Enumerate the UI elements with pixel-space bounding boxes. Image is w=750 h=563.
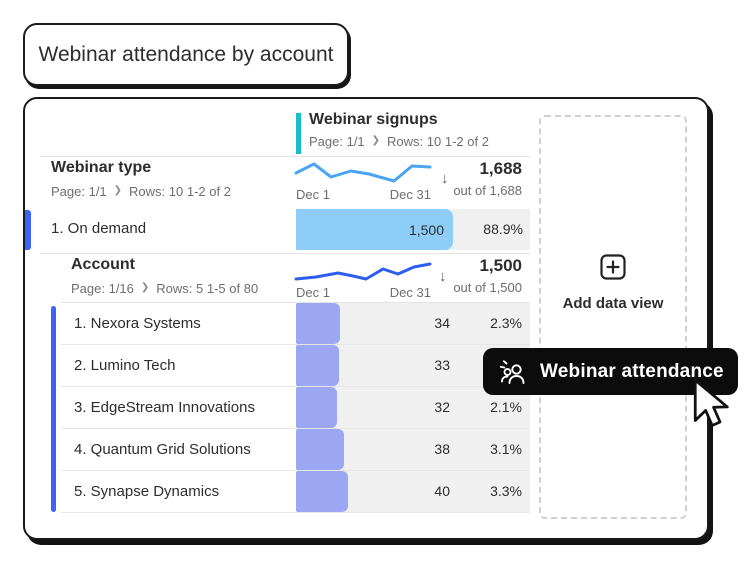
row-label[interactable]: 4. Quantum Grid Solutions [74, 441, 251, 458]
account-rows-label[interactable]: Rows: 5 1-5 of 80 [156, 281, 259, 296]
total-out-of: out of 1,688 [453, 183, 522, 198]
add-icon [600, 254, 626, 280]
account-sparkline [294, 262, 432, 281]
value-bar [296, 345, 339, 386]
cell-percent: 2.3% [490, 315, 522, 331]
row-metric-cell: 32 2.1% [296, 387, 530, 428]
sparkline-start-date: Dec 1 [296, 187, 330, 202]
metric-column-title[interactable]: Webinar signups [309, 111, 438, 128]
cell-value: 32 [434, 399, 450, 415]
value-bar [296, 387, 337, 428]
chevron-right-icon: ❯ [113, 185, 123, 196]
sparkline-start-date: Dec 1 [296, 285, 330, 300]
account-rows-accent-bar [51, 306, 56, 512]
drag-chip-label: Webinar attendance [540, 360, 724, 382]
cell-percent: 2.1% [490, 399, 522, 415]
cursor-icon [693, 378, 729, 427]
add-data-view-label: Add data view [562, 295, 664, 312]
cell-value: 40 [434, 483, 450, 499]
value-bar [296, 429, 344, 470]
sort-descending-icon[interactable]: ↓ [439, 268, 447, 285]
cell-percent: 88.9% [483, 221, 523, 237]
webinar-type-rows-label[interactable]: Rows: 10 1-2 of 2 [129, 184, 231, 199]
metric-rows-label[interactable]: Rows: 10 1-2 of 2 [387, 134, 489, 149]
value-bar: 1,500 [296, 209, 453, 250]
divider [40, 156, 530, 157]
cell-value: 1,500 [408, 221, 444, 238]
page-title-label: Webinar attendance by account [38, 42, 334, 66]
table-row-label-on-demand[interactable]: 1. On demand [51, 220, 147, 237]
webinar-type-page-label[interactable]: Page: 1/1 [51, 184, 107, 199]
table-row[interactable]: 2. Lumino Tech 33 [61, 345, 530, 387]
table-row[interactable]: 1. Nexora Systems 34 2.3% [61, 303, 530, 345]
row-metric-cell: 38 3.1% [296, 429, 530, 470]
total-value: 1,500 [479, 256, 522, 275]
cell-value: 38 [434, 441, 450, 457]
cell-value: 33 [434, 357, 450, 373]
row-metric-cell: 34 2.3% [296, 303, 530, 344]
freeform-table-card: Webinar signups Page: 1/1 ❯ Rows: 10 1-2… [23, 97, 709, 540]
account-total: 1,500 out of 1,500 [420, 256, 522, 295]
row-accent-bar [25, 210, 31, 250]
divider [61, 302, 530, 303]
divider [40, 253, 530, 254]
cell-percent: 3.3% [490, 483, 522, 499]
table-row[interactable]: 4. Quantum Grid Solutions 38 3.1% [61, 429, 530, 471]
table-row[interactable]: 3. EdgeStream Innovations 32 2.1% [61, 387, 530, 429]
dimension-title-account[interactable]: Account [71, 256, 135, 273]
add-data-view-dropzone[interactable]: Add data view [539, 115, 687, 519]
sparkline-end-date: Dec 31 [389, 187, 431, 202]
webinar-type-sparkline [294, 162, 432, 183]
total-out-of: out of 1,500 [453, 280, 522, 295]
chevron-right-icon: ❯ [371, 135, 381, 146]
metric-page-label[interactable]: Page: 1/1 [309, 134, 365, 149]
dimension-title-webinar-type[interactable]: Webinar type [51, 159, 152, 176]
sort-descending-icon[interactable]: ↓ [441, 170, 449, 187]
account-pagination: Page: 1/16 ❯ Rows: 5 1-5 of 80 [71, 281, 258, 296]
chevron-right-icon: ❯ [140, 282, 150, 293]
row-label[interactable]: 1. Nexora Systems [74, 315, 201, 332]
sparkline-end-date: Dec 31 [389, 285, 431, 300]
webinar-type-pagination: Page: 1/1 ❯ Rows: 10 1-2 of 2 [51, 184, 231, 199]
cell-value: 34 [434, 315, 450, 331]
value-bar [296, 303, 340, 344]
page-title: Webinar attendance by account [23, 23, 349, 86]
value-bar [296, 471, 348, 512]
cell-percent: 3.1% [490, 441, 522, 457]
row-label[interactable]: 3. EdgeStream Innovations [74, 399, 255, 416]
total-value: 1,688 [479, 159, 522, 178]
metric-accent-bar [296, 113, 301, 154]
account-rows: 1. Nexora Systems 34 2.3% 2. Lumino Tech… [61, 303, 530, 513]
webinar-type-total: 1,688 out of 1,688 [420, 159, 522, 198]
account-page-label[interactable]: Page: 1/16 [71, 281, 134, 296]
row-label[interactable]: 5. Synapse Dynamics [74, 483, 220, 500]
people-icon [499, 359, 525, 384]
table-row[interactable]: 5. Synapse Dynamics 40 3.3% [61, 471, 530, 513]
table-row-metric-cell[interactable]: 1,500 88.9% [296, 209, 530, 250]
row-label[interactable]: 2. Lumino Tech [74, 357, 176, 374]
row-metric-cell: 40 3.3% [296, 471, 530, 512]
metric-pagination: Page: 1/1 ❯ Rows: 10 1-2 of 2 [309, 134, 489, 149]
